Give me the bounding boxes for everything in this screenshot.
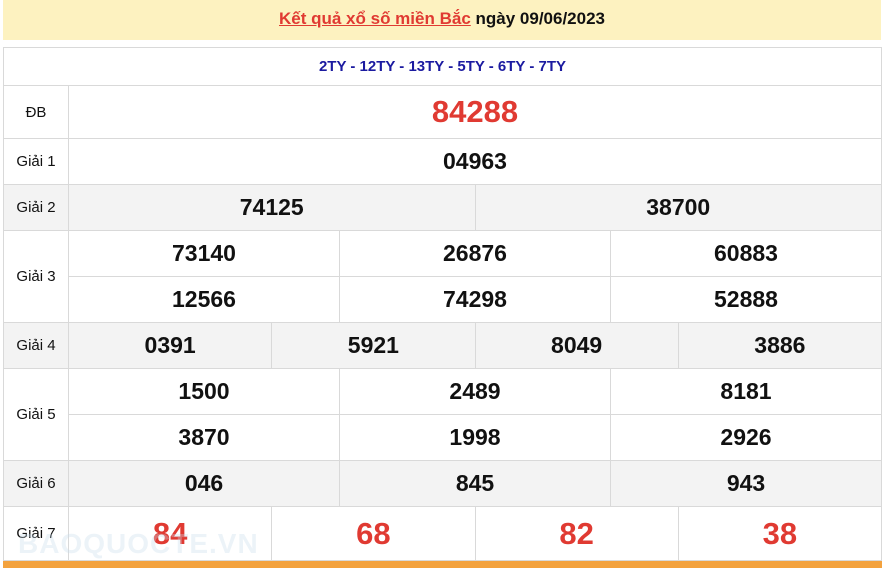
prize-label: Giải 1 <box>3 138 69 185</box>
prize-number: 845 <box>339 460 611 507</box>
prize-number: 74298 <box>339 276 611 323</box>
prize-number: 3886 <box>677 322 883 369</box>
prize-number: 73140 <box>68 230 340 277</box>
prize-number: 12566 <box>68 276 340 323</box>
prize-row-g3: 12566 74298 52888 <box>4 276 882 323</box>
prize-number: 84 <box>67 506 273 561</box>
prize-number: 26876 <box>339 230 611 277</box>
prize-label: Giải 7 <box>3 506 69 561</box>
prize-number: 52888 <box>610 276 882 323</box>
prize-row-g1: Giải 1 04963 <box>3 138 882 185</box>
prize-number: 04963 <box>68 138 882 185</box>
prize-row-g3: Giải 3 73140 26876 60883 <box>3 230 882 323</box>
prize-label: Giải 5 <box>3 368 69 461</box>
prize-number: 1500 <box>68 368 340 415</box>
prize-row-g5: Giải 5 1500 2489 8181 <box>3 368 882 461</box>
results-table: 2TY - 12TY - 13TY - 5TY - 6TY - 7TY ĐB 84… <box>3 47 883 561</box>
prize-number: 046 <box>68 460 340 507</box>
prize-number: 82 <box>474 506 679 561</box>
prize-label: Giải 6 <box>3 460 69 507</box>
prize-number: 60883 <box>610 230 882 277</box>
results-link[interactable]: Kết quả xổ số miền Bắc <box>279 9 471 28</box>
prize-number: 3870 <box>68 414 340 461</box>
prize-row-g6: Giải 6 046 845 943 <box>3 460 882 507</box>
prize-row-g5: 3870 1998 2926 <box>4 414 882 461</box>
prize-label: ĐB <box>3 85 69 139</box>
prize-number: 0391 <box>67 322 273 369</box>
prize-number: 2489 <box>339 368 611 415</box>
prize-number: 5921 <box>271 322 476 369</box>
prize-row-g4: Giải 4 0391 5921 8049 3886 <box>3 322 883 369</box>
header-date: ngày 09/06/2023 <box>475 9 605 28</box>
prize-number: 38700 <box>474 184 882 231</box>
page-header: Kết quả xổ số miền Bắc ngày 09/06/2023 <box>3 0 881 40</box>
prize-number: 2926 <box>610 414 882 461</box>
prize-number: 8181 <box>610 368 882 415</box>
prize-number: 84288 <box>68 85 882 139</box>
prize-number: 8049 <box>474 322 679 369</box>
prize-number: 38 <box>677 506 883 561</box>
draw-codes: 2TY - 12TY - 13TY - 5TY - 6TY - 7TY <box>3 47 882 86</box>
prize-row-db: ĐB 84288 <box>3 85 882 139</box>
prize-label: Giải 4 <box>3 322 69 369</box>
prize-number: 68 <box>271 506 476 561</box>
prize-number: 1998 <box>339 414 611 461</box>
prize-row-g7: Giải 7 84 68 82 38 <box>3 506 883 561</box>
prize-label: Giải 2 <box>3 184 69 231</box>
prize-number: 74125 <box>68 184 476 231</box>
prize-label: Giải 3 <box>3 230 69 323</box>
footer-bar <box>3 561 882 568</box>
prize-row-g2: Giải 2 74125 38700 <box>3 184 882 231</box>
prize-number: 943 <box>610 460 882 507</box>
